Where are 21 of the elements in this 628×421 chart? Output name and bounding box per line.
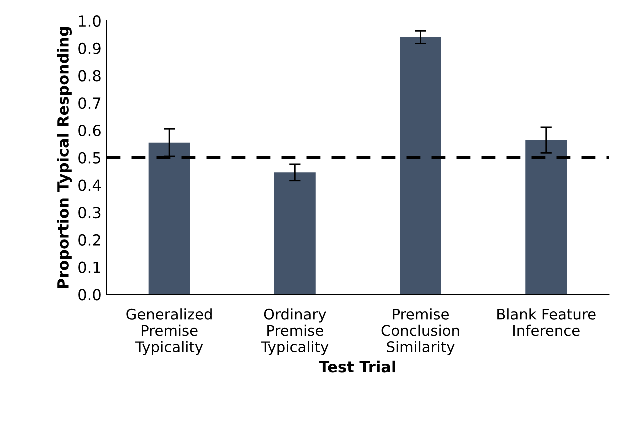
bar — [400, 37, 442, 295]
x-axis-title: Test Trial — [319, 360, 396, 373]
x-tick-label: Blank Feature Inference — [498, 308, 596, 336]
x-tick-label: Premise Conclusion Similarity — [382, 308, 460, 356]
bar — [148, 142, 190, 295]
y-tick-label: 0.2 — [78, 234, 100, 246]
bar — [274, 172, 316, 295]
x-tick-label: Generalized Premise Typicality — [126, 308, 212, 356]
x-tick-label: Ordinary Premise Typicality — [261, 308, 329, 356]
y-tick-label: 0.3 — [78, 207, 101, 219]
y-tick-label: 0.7 — [78, 98, 101, 110]
y-tick-label: 0.8 — [78, 70, 101, 82]
y-tick-label: 0.9 — [78, 42, 101, 54]
y-tick-label: 0.5 — [78, 152, 101, 164]
y-axis-title: Proportion Typical Responding — [57, 27, 72, 288]
y-tick-label: 1.0 — [79, 16, 101, 28]
y-tick-label: 0.0 — [78, 289, 101, 301]
y-tick-label: 0.4 — [78, 180, 102, 192]
y-tick-label: 0.6 — [78, 124, 101, 137]
bar — [526, 140, 568, 295]
y-tick-label: 0.1 — [78, 262, 100, 274]
